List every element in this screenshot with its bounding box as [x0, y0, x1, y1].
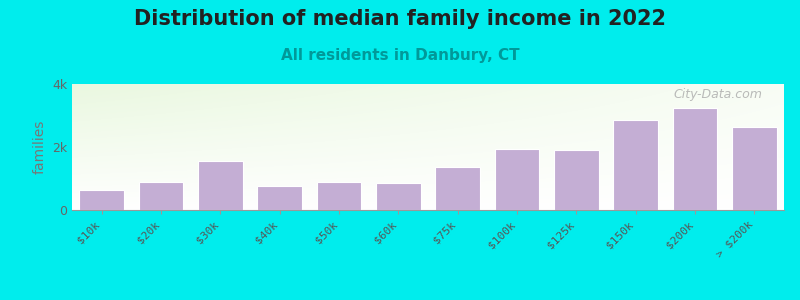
Bar [79, 190, 124, 210]
Bar [258, 186, 302, 210]
Text: City-Data.com: City-Data.com [674, 88, 762, 101]
Bar [494, 148, 539, 210]
Bar [673, 108, 718, 210]
Bar [138, 182, 183, 210]
Y-axis label: families: families [33, 120, 46, 174]
Text: Distribution of median family income in 2022: Distribution of median family income in … [134, 9, 666, 29]
Bar [376, 183, 421, 210]
Bar [435, 167, 480, 210]
Bar [317, 182, 362, 210]
Bar [554, 150, 598, 210]
Text: All residents in Danbury, CT: All residents in Danbury, CT [281, 48, 519, 63]
Bar [732, 127, 777, 210]
Bar [198, 161, 242, 210]
Bar [614, 120, 658, 210]
